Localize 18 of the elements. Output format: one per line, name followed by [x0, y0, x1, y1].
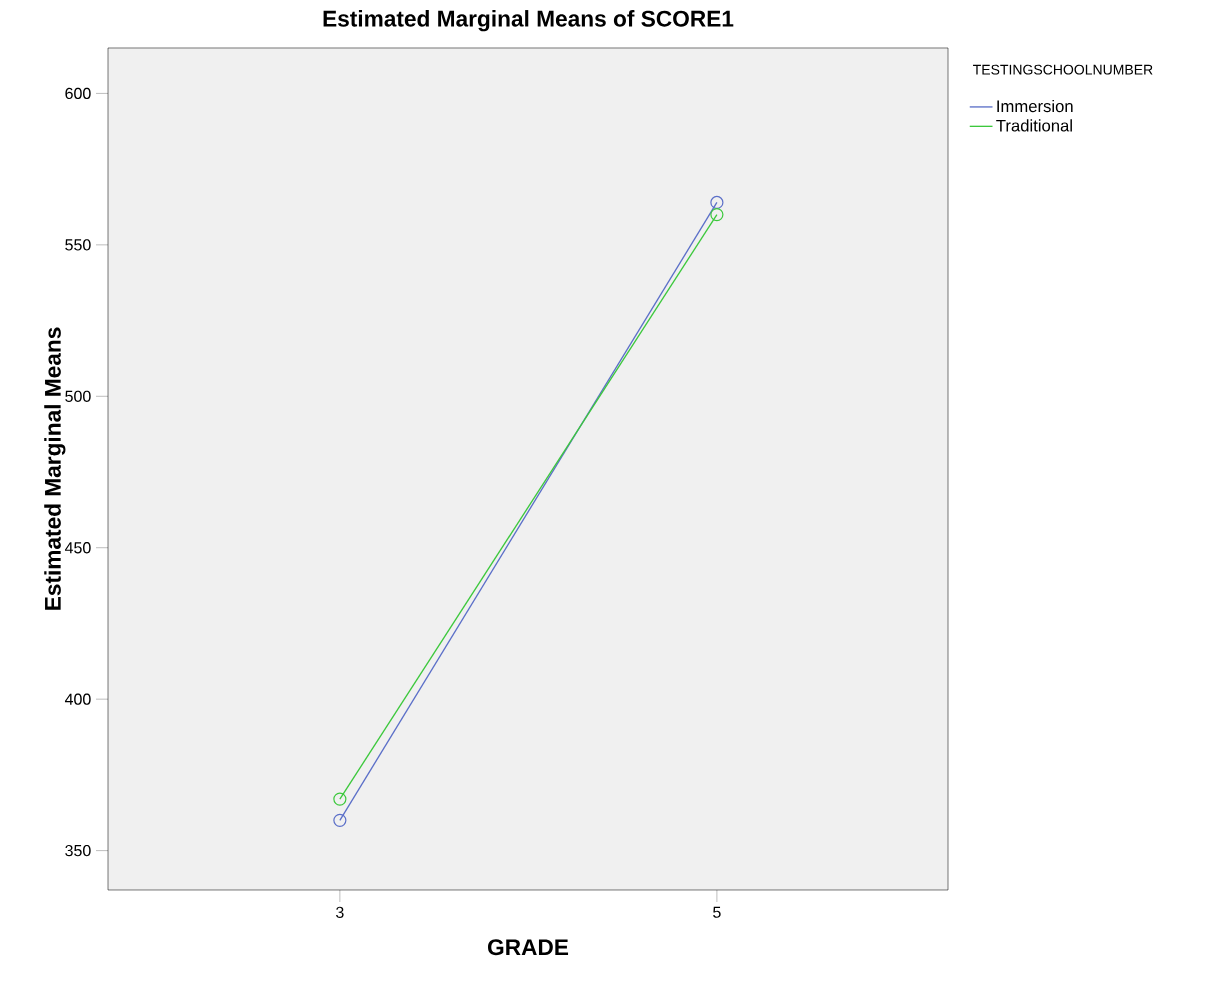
y-tick-label: 400 [64, 693, 91, 705]
point [333, 813, 347, 827]
y-axis-title: Estimated Marginal Means [44, 327, 66, 610]
legend-label: Traditional [996, 119, 1072, 132]
x-axis-title: GRADE [488, 939, 569, 956]
y-tick-label: 550 [65, 239, 91, 251]
legend-title: TESTINGSCHOOLNUMBER [973, 64, 1153, 75]
chart-title: Estimated Marginal Means of SCORE1 [323, 10, 734, 32]
y-tick-label: 500 [65, 390, 91, 402]
y-tick-label: 600 [65, 87, 91, 100]
x-tick-label: 3 [336, 906, 344, 919]
point [710, 207, 724, 222]
legend-label: Immersion [997, 99, 1073, 113]
point [333, 792, 347, 806]
point [710, 195, 724, 210]
y-tick-label: 450 [64, 542, 91, 554]
y-tick-label: 350 [65, 844, 91, 857]
x-tick-label: 5 [713, 906, 721, 918]
